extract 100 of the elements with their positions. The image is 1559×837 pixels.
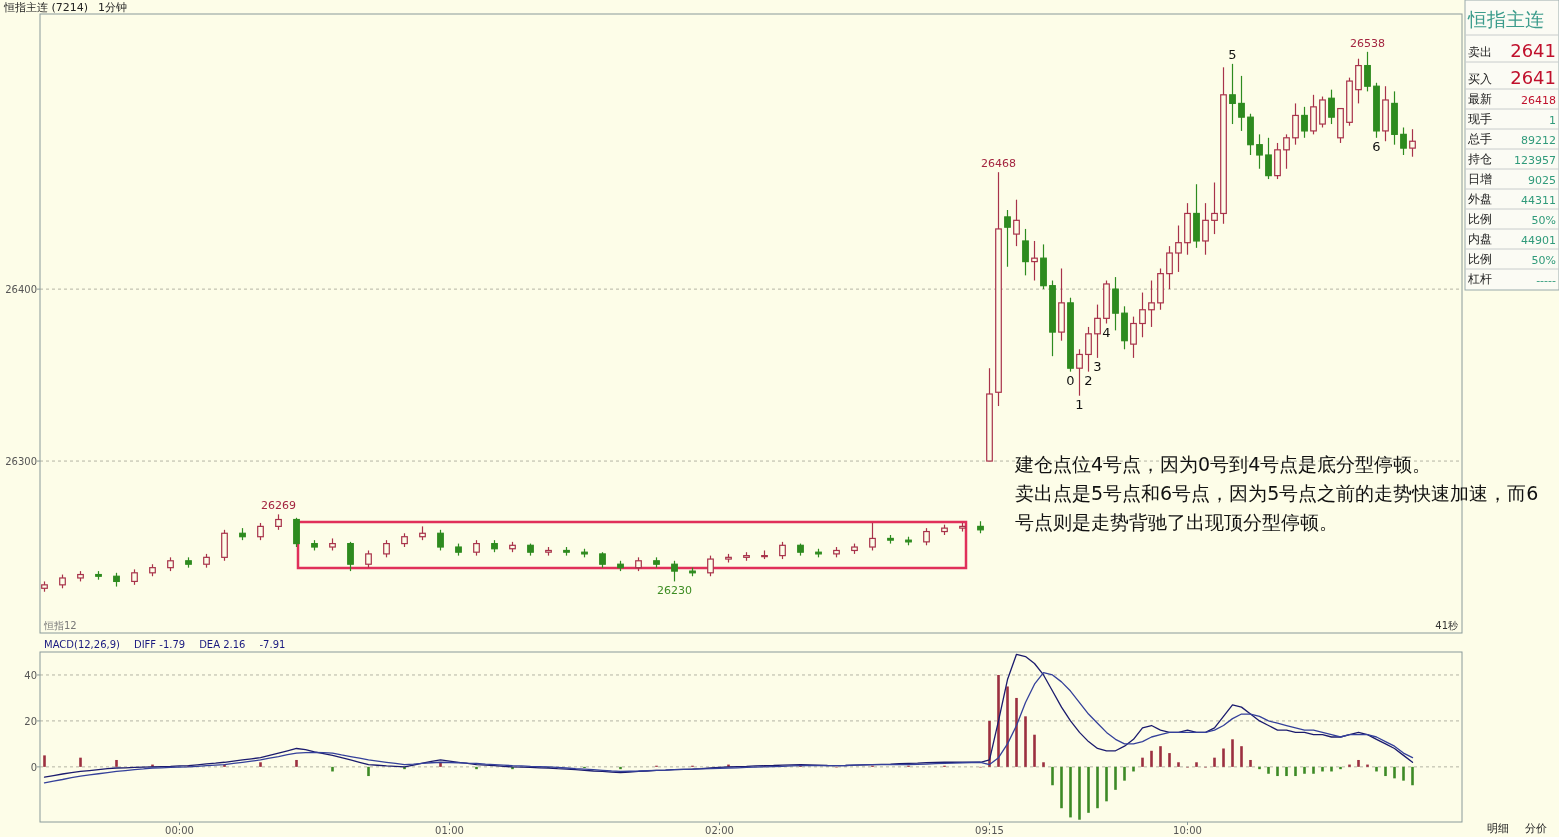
- text: 0: [1066, 372, 1075, 388]
- bar: [1069, 766, 1072, 818]
- bar: [1294, 766, 1297, 777]
- category-label: 买入: [1468, 72, 1492, 86]
- text: 89212: [1521, 134, 1556, 147]
- y-tick-label: 0: [30, 761, 37, 773]
- bar: [1015, 697, 1018, 767]
- text: 26230: [657, 584, 692, 598]
- bar: [475, 766, 478, 770]
- bar: [1150, 750, 1153, 767]
- bar: [1312, 766, 1315, 774]
- y-tick-label: 26300: [5, 456, 37, 468]
- annotation: 恒指12: [43, 620, 77, 631]
- text: 5: [1228, 46, 1237, 62]
- bar: [1303, 766, 1306, 774]
- bar: [1375, 766, 1378, 772]
- annotation: 建仓点位4号点，因为0号到4号点是底分型停顿。: [1015, 452, 1433, 477]
- bar: [331, 766, 334, 772]
- bar: [1222, 748, 1225, 767]
- text: 123957: [1514, 154, 1556, 167]
- text: 4: [1102, 324, 1111, 340]
- text: 分价: [1525, 822, 1547, 835]
- bar: [1258, 766, 1261, 770]
- bar: [1051, 766, 1054, 786]
- chart-subtitle: 1分钟: [98, 1, 128, 14]
- text: 明细: [1487, 822, 1509, 835]
- bar: [1393, 766, 1396, 779]
- bar: [1231, 739, 1234, 767]
- annotation: 卖出点是5号点和6号点，因为5号点之前的走势快速加速，而6号点则是走势背驰了出现顶分型停顿。: [1015, 481, 1540, 535]
- chart-title: MACD(12,26,9): [44, 639, 121, 650]
- text: 50%: [1531, 214, 1556, 227]
- x-tick-label: 00:00: [165, 825, 194, 836]
- text: 2641: [1510, 40, 1556, 61]
- bar: [1006, 686, 1009, 767]
- bar: [79, 757, 82, 767]
- bar: [1159, 746, 1162, 767]
- text: 1: [1075, 396, 1084, 412]
- bar: [619, 766, 622, 770]
- text: 44311: [1521, 194, 1556, 207]
- y-tick-label: 40: [24, 669, 37, 681]
- category-label: 杠杆: [1467, 272, 1492, 286]
- category-label: 比例: [1468, 252, 1492, 266]
- text: DEA 2.16: [199, 639, 246, 650]
- text: DIFF -1.79: [133, 639, 186, 650]
- text: 2641: [1510, 67, 1556, 88]
- bar: [1114, 766, 1117, 790]
- bar: [1168, 753, 1171, 767]
- x-tick-label: 10:00: [1173, 825, 1202, 836]
- text: 9025: [1528, 174, 1556, 187]
- bar: [259, 762, 262, 767]
- bar: [1177, 762, 1180, 767]
- text: 3: [1093, 358, 1102, 374]
- bar: [1087, 766, 1090, 813]
- bar: [1348, 764, 1351, 767]
- chart-title: 恒指主连 (7214): [3, 1, 89, 14]
- text: -7.91: [259, 639, 286, 650]
- text: 26538: [1350, 36, 1385, 50]
- bar: [1330, 766, 1333, 772]
- bar: [1411, 766, 1414, 786]
- bar: [1285, 766, 1288, 777]
- y-tick-label: 26400: [5, 284, 37, 296]
- bar: [1339, 766, 1342, 770]
- bar: [1357, 759, 1360, 767]
- x-tick-label: 01:00: [435, 825, 464, 836]
- category-label: 总手: [1467, 132, 1492, 146]
- line-series: [43, 672, 1414, 784]
- bar: [1249, 759, 1252, 767]
- bar: [1195, 762, 1198, 767]
- text: 44901: [1521, 234, 1556, 247]
- text: 26418: [1521, 94, 1556, 107]
- category-label: 内盘: [1468, 232, 1492, 246]
- bar: [1402, 766, 1405, 781]
- x-tick-label: 02:00: [705, 825, 734, 836]
- bar: [1024, 716, 1027, 767]
- bar: [1123, 766, 1126, 781]
- bar: [997, 674, 1000, 767]
- category-label: 卖出: [1468, 45, 1492, 59]
- text: 1: [1549, 114, 1556, 127]
- bar: [1267, 766, 1270, 774]
- x-tick-label: 09:15: [975, 825, 1004, 836]
- bar: [1033, 734, 1036, 767]
- bar: [1042, 762, 1045, 767]
- category-label: 日增: [1468, 172, 1492, 186]
- category-label: 比例: [1468, 212, 1492, 226]
- bar: [988, 720, 991, 767]
- bar: [1240, 746, 1243, 767]
- bar: [1078, 766, 1081, 820]
- text: 50%: [1531, 254, 1556, 267]
- bar: [1060, 766, 1063, 809]
- bar: [295, 759, 298, 767]
- bar: [1141, 757, 1144, 767]
- text: 26269: [261, 499, 296, 513]
- text: -----: [1536, 274, 1556, 287]
- bar: [1366, 764, 1369, 767]
- text: 恒指主连: [1467, 8, 1544, 30]
- bar: [1384, 766, 1387, 777]
- bar: [1096, 766, 1099, 809]
- bar: [1213, 757, 1216, 767]
- category-label: 持仓: [1468, 152, 1492, 166]
- bar: [367, 766, 370, 777]
